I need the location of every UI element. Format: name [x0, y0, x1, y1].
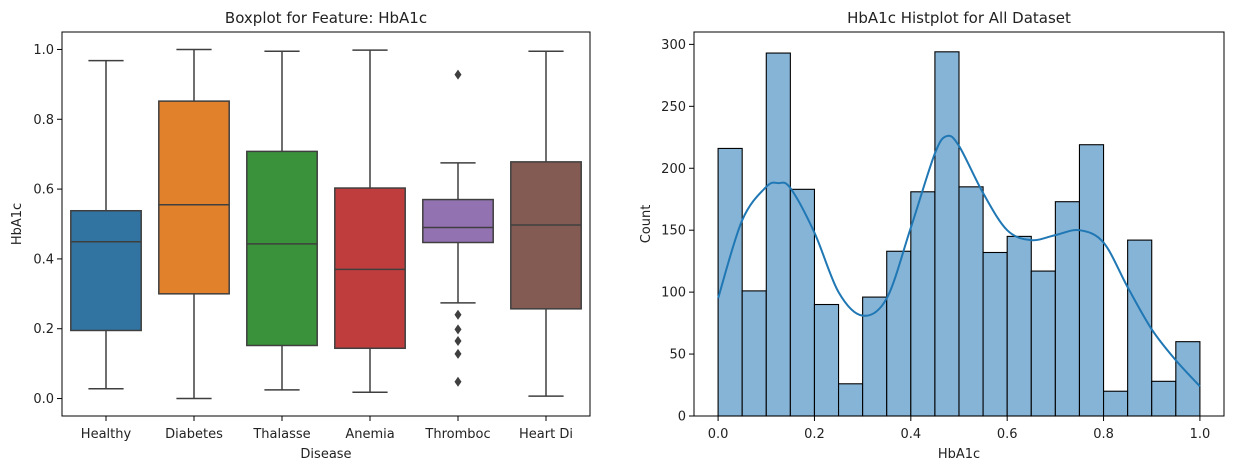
outlier-point [454, 69, 462, 80]
outlier-point [454, 348, 462, 359]
y-tick-label: 300 [661, 38, 686, 53]
y-tick-label: 1.0 [33, 43, 54, 58]
y-tick-label: 150 [661, 224, 686, 239]
kde-curve [717, 134, 1201, 387]
x-tick-label: 0.8 [1093, 427, 1114, 442]
x-tick-label: Thalasse [252, 427, 310, 442]
histogram-bar [1006, 235, 1032, 417]
box-thalasse [246, 50, 318, 391]
box-heart-di [510, 50, 582, 397]
histogram-bar [982, 251, 1008, 417]
x-tick-label: 0.6 [997, 427, 1018, 442]
histogram-title: HbA1c Histplot for All Dataset [847, 9, 1071, 27]
boxplot-x-ticks: Healthy Diabetes Thalasse Anemia Thromboc Hea… [81, 416, 573, 442]
outlier-point [454, 309, 462, 320]
histogram-bar [1127, 239, 1153, 417]
boxplot-title: Boxplot for Feature: HbA1c [225, 9, 427, 27]
box-anemia [334, 49, 406, 394]
iqr-box [158, 100, 230, 295]
histogram-bar [1102, 390, 1129, 417]
boxplot-x-label: Disease [300, 447, 351, 462]
y-tick-label: 0 [678, 410, 686, 425]
histogram-panel: HbA1c Histplot for All Dataset 0 50 100 150… [639, 9, 1225, 462]
y-tick-label: 0.2 [33, 322, 54, 337]
histogram-bar [1054, 201, 1081, 417]
histogram-bar [741, 290, 767, 417]
y-tick-label: 0.8 [33, 113, 54, 128]
histogram-y-ticks: 0 50 100 150 200 250 300 [661, 38, 694, 425]
x-tick-label: 1.0 [1190, 427, 1211, 442]
y-tick-label: 100 [661, 286, 686, 301]
histogram-bar [789, 188, 816, 417]
y-tick-label: 0.0 [33, 392, 54, 407]
y-tick-label: 250 [661, 100, 686, 115]
y-tick-label: 200 [661, 162, 686, 177]
boxplot-y-ticks: 0.0 0.2 0.4 0.6 0.8 1.0 [33, 43, 62, 407]
x-tick-label: 0.4 [900, 427, 921, 442]
x-tick-label: Heart Di [519, 427, 573, 442]
box-healthy [70, 59, 142, 390]
histogram-bar [1030, 270, 1056, 417]
x-tick-label: Anemia [345, 427, 394, 442]
histogram-bar [934, 51, 960, 417]
histogram-bars [717, 51, 1201, 417]
outlier-point [454, 376, 462, 387]
box-diabetes [158, 48, 230, 400]
y-tick-label: 0.6 [33, 183, 54, 198]
histogram-bar [765, 52, 791, 417]
iqr-box [334, 187, 406, 350]
x-tick-label: 0.2 [804, 427, 825, 442]
iqr-box [510, 161, 582, 310]
histogram-bar [1151, 380, 1177, 417]
outlier-point [454, 324, 462, 335]
histogram-y-label: Count [639, 205, 654, 244]
boxplot-y-label: HbA1c [10, 203, 25, 245]
x-tick-label: Healthy [81, 427, 132, 442]
histogram-bar [910, 191, 936, 417]
boxplot-marks [70, 48, 582, 400]
boxplot-frame [61, 31, 591, 417]
y-tick-label: 0.4 [33, 252, 54, 267]
histogram-bar [813, 303, 840, 417]
histogram-frame [693, 31, 1225, 417]
outlier-point [454, 335, 462, 346]
x-tick-label: 0.0 [708, 427, 729, 442]
histogram-bar [958, 186, 984, 417]
histogram-bar [1175, 341, 1201, 417]
box-thromboc [422, 69, 494, 387]
iqr-box [246, 150, 318, 347]
histogram-bar [886, 250, 912, 417]
histogram-bar [837, 383, 864, 417]
histogram-x-ticks: 0.0 0.2 0.4 0.6 0.8 1.0 [708, 416, 1211, 442]
iqr-box [70, 209, 142, 332]
iqr-box [422, 198, 494, 244]
boxplot-panel: Boxplot for Feature: HbA1c 0.00.20.40.60… [10, 9, 591, 462]
histogram-x-label: HbA1c [938, 447, 980, 462]
x-tick-label: Diabetes [165, 427, 223, 442]
y-tick-label: 50 [669, 348, 686, 363]
histogram-bar [1078, 144, 1105, 417]
x-tick-label: Thromboc [424, 427, 490, 442]
